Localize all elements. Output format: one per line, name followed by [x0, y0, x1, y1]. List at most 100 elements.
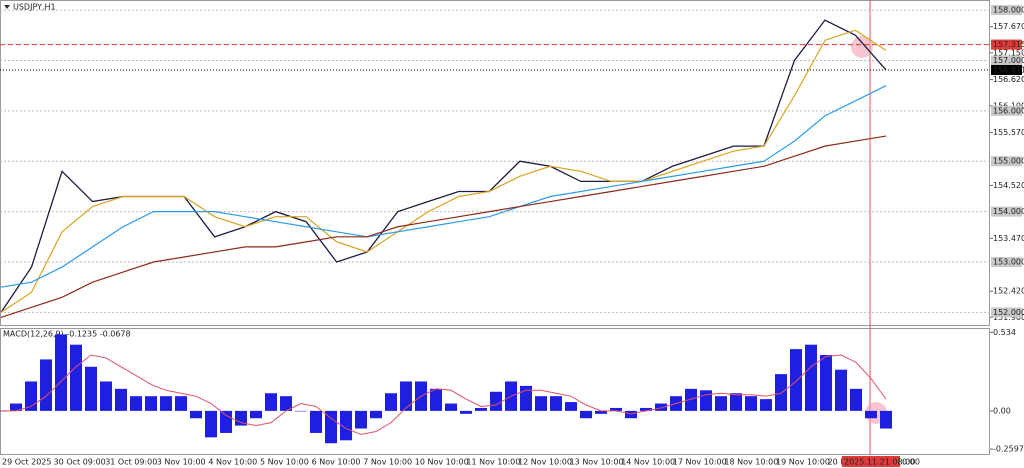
level-label: 155.000 — [993, 157, 1024, 166]
macd-bar — [880, 410, 892, 429]
level-label: 157.000 — [993, 56, 1024, 65]
macd-bar — [325, 410, 337, 444]
macd-bar — [850, 388, 862, 411]
x-tick-label: 30 Oct 09:00 — [54, 458, 106, 467]
level-label-box — [991, 105, 1022, 116]
y-tick-label: 156.620 — [993, 75, 1024, 84]
highlight-spot — [851, 36, 873, 58]
macd-bar — [370, 410, 382, 419]
macd-bar — [175, 396, 187, 411]
macd-bar — [595, 410, 607, 414]
x-tick-label: 10 Nov 10:00 — [415, 458, 469, 467]
macd-bar — [640, 407, 652, 411]
macd-bar — [835, 369, 847, 411]
macd-bar — [475, 407, 487, 411]
macd-bar — [400, 381, 412, 411]
macd-bar — [700, 390, 712, 411]
y-tick-label: 0.534 — [993, 328, 1016, 337]
indicator-title: MACD(12,26,9) -0.1235 -0.0678 — [3, 330, 131, 339]
macd-bar — [340, 410, 352, 441]
macd-bar — [295, 410, 307, 412]
macd-bar — [70, 344, 82, 411]
level-label-box — [991, 307, 1022, 318]
macd-bar — [160, 396, 172, 411]
y-tick-label: 151.900 — [993, 313, 1024, 322]
moving-average — [0, 135, 887, 319]
x-tick-label: 0:00 — [902, 458, 920, 467]
macd-bar — [625, 410, 637, 419]
x-tick-label: 12 Nov 10:00 — [518, 458, 572, 467]
x-tick-label: 20 No — [828, 458, 852, 467]
macd-bar — [40, 359, 52, 411]
x-tick-label: 31 Oct 09:00 — [105, 458, 157, 467]
macd-pane — [0, 328, 990, 455]
moving-average — [0, 85, 887, 288]
y-tick-label: 157.670 — [993, 22, 1024, 31]
level-label-box — [991, 5, 1022, 16]
x-tick-label: 14 Nov 10:00 — [621, 458, 675, 467]
macd-bar — [355, 410, 367, 429]
macd-bar — [280, 396, 292, 411]
price-label-box — [991, 39, 1022, 50]
x-tick-label: 11 Nov 10:00 — [466, 458, 520, 467]
macd-bar — [235, 410, 247, 426]
level-label: 156.000 — [993, 106, 1024, 115]
macd-bar — [445, 403, 457, 411]
macd-bar — [775, 374, 787, 411]
level-label: 153.000 — [993, 258, 1024, 267]
macd-bar — [535, 396, 547, 411]
macd-bar — [580, 410, 592, 419]
macd-bar — [385, 393, 397, 411]
macd-bar — [25, 381, 37, 411]
macd-bar — [490, 391, 502, 411]
macd-bar — [760, 399, 772, 411]
signal-line — [1, 354, 887, 435]
x-tick-label: 6 Nov 10:00 — [312, 458, 361, 467]
level-label-box — [991, 206, 1022, 217]
time-highlight-box — [842, 456, 900, 467]
price-label: 156.811 — [993, 65, 1024, 74]
macd-bar — [250, 410, 262, 419]
y-tick-label: 155.570 — [993, 128, 1024, 137]
macd-bar — [655, 403, 667, 411]
y-tick-label: 154.520 — [993, 181, 1024, 190]
x-tick-label: 5 Nov 10:00 — [260, 458, 309, 467]
price-label-box — [991, 64, 1022, 75]
macd-bar — [685, 388, 697, 411]
level-label: 158.000 — [993, 6, 1024, 15]
x-tick-label: 17 Nov 10:00 — [673, 458, 727, 467]
chart-title: USDJPY,H1 — [13, 3, 56, 12]
macd-bar — [820, 355, 832, 411]
y-tick-label: 153.470 — [993, 234, 1024, 243]
level-label-box — [991, 156, 1022, 167]
macd-bar — [610, 407, 622, 411]
macd-bar — [460, 410, 472, 414]
y-tick-label: 152.420 — [993, 287, 1024, 296]
price-pane — [0, 0, 990, 326]
macd-bar — [565, 402, 577, 411]
macd-bar — [745, 396, 757, 411]
macd-bar — [205, 410, 217, 438]
y-tick-label: -0.2597 — [993, 445, 1024, 454]
x-tick-label: 19 Nov 10:00 — [776, 458, 830, 467]
macd-bar — [865, 410, 877, 419]
macd-bar — [715, 396, 727, 411]
level-label-box — [991, 55, 1022, 66]
macd-bar — [55, 334, 67, 411]
y-tick-label: 157.150 — [993, 48, 1024, 57]
macd-bar — [550, 396, 562, 411]
macd-bar — [130, 396, 142, 411]
x-tick-label: 13 Nov 10:00 — [570, 458, 624, 467]
level-label: 154.000 — [993, 207, 1024, 216]
price-label: 157.315 — [993, 40, 1024, 49]
x-tick-label: 29 Oct 2025 — [2, 458, 51, 467]
x-tick-label: 4 Nov 10:00 — [208, 458, 257, 467]
macd-bar — [190, 410, 202, 419]
level-label-box — [991, 257, 1022, 268]
level-label: 152.000 — [993, 308, 1024, 317]
macd-bar — [220, 410, 232, 433]
macd-bar — [265, 393, 277, 411]
macd-bar — [805, 344, 817, 411]
macd-bar — [115, 388, 127, 411]
